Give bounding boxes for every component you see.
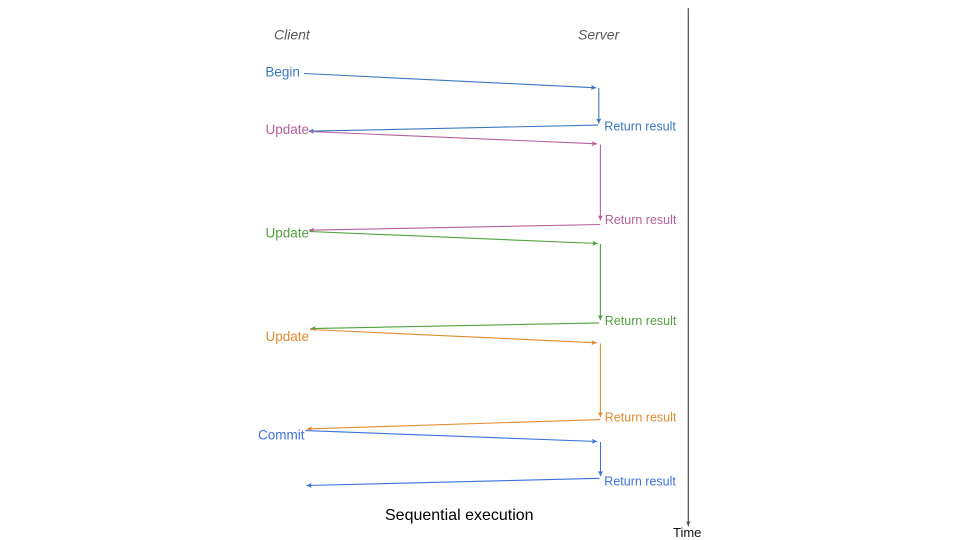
svg-text:Server: Server (578, 26, 621, 42)
svg-text:Update: Update (266, 226, 310, 241)
svg-text:Return result: Return result (604, 475, 676, 489)
svg-text:Time: Time (673, 525, 701, 540)
svg-text:Return result: Return result (605, 314, 677, 328)
svg-text:Client: Client (274, 26, 311, 42)
svg-text:Commit: Commit (258, 428, 305, 443)
svg-text:Update: Update (266, 122, 310, 137)
svg-text:Update: Update (266, 329, 310, 344)
svg-text:Return result: Return result (604, 120, 676, 134)
svg-text:Return result: Return result (605, 213, 677, 227)
svg-text:Begin: Begin (265, 64, 300, 79)
svg-text:Sequential execution: Sequential execution (385, 507, 534, 524)
svg-text:Return result: Return result (605, 410, 677, 424)
